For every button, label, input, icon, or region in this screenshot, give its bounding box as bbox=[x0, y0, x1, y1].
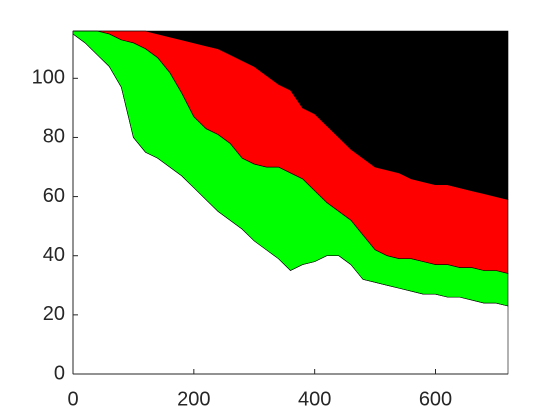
y-tick-label: 80 bbox=[43, 126, 65, 148]
y-tick-label: 40 bbox=[43, 244, 65, 266]
y-tick-label: 20 bbox=[43, 303, 65, 325]
x-tick-label: 400 bbox=[298, 388, 331, 410]
x-tick-label: 200 bbox=[177, 388, 210, 410]
x-tick-label: 600 bbox=[419, 388, 452, 410]
y-tick-label: 60 bbox=[43, 185, 65, 207]
y-tick-label: 100 bbox=[32, 67, 65, 89]
y-tick-label: 0 bbox=[54, 362, 65, 384]
area bbox=[73, 30, 509, 200]
x-tick-label: 0 bbox=[67, 388, 78, 410]
